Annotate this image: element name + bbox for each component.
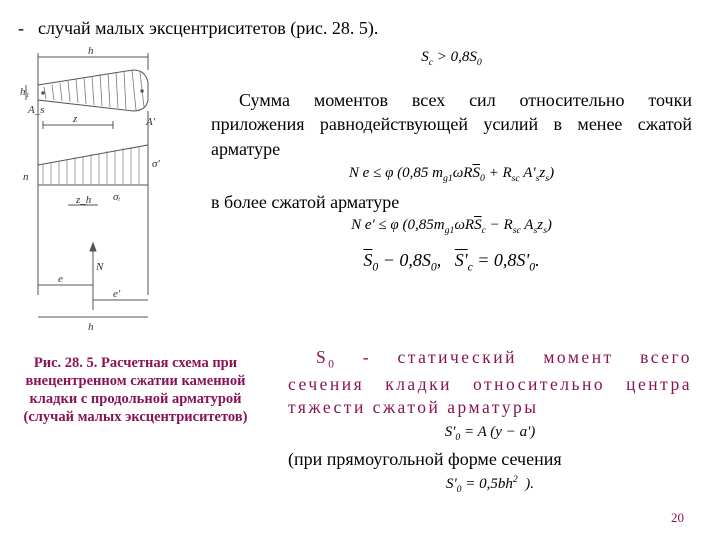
paragraph-1: Сумма моментов всех сил относительно точ…	[211, 88, 692, 161]
equation-4: S'0 = A (y − a')	[288, 424, 692, 443]
equation-2: N e' ≤ φ (0,85mg1ωRSc − Rsc Aszs)	[211, 217, 692, 236]
equation-1: N e ≤ φ (0,85 mg1ωRS0 + Rsc A'szs)	[211, 165, 692, 184]
svg-text:A': A'	[145, 116, 156, 128]
page-number: 20	[671, 510, 684, 526]
paragraph-2: в более сжатой арматуре	[211, 192, 692, 213]
equation-condition: Sc > 0,8S0	[211, 49, 692, 68]
list-dash: -	[18, 18, 38, 39]
svg-text:h: h	[88, 45, 94, 57]
svg-text:h: h	[88, 321, 94, 333]
svg-text:A_s: A_s	[27, 104, 45, 116]
svg-text:z: z	[72, 113, 78, 125]
equation-3: S0 − 0,8S0, S'c = 0,8S'0.	[211, 250, 692, 274]
equation-5: S'0 = 0,5bh2 ).	[288, 474, 692, 495]
svg-text:N: N	[95, 261, 104, 273]
figure-diagram: h h₁ A_s A' z n z_h σᵢ σ' e e' N h	[18, 45, 193, 340]
svg-text:e': e'	[113, 288, 121, 300]
svg-text:z_h: z_h	[75, 194, 92, 206]
svg-text:σ': σ'	[152, 158, 160, 170]
figure-caption: Рис. 28. 5. Расчетная схема при внецентр…	[18, 354, 253, 427]
definition-S0: S0 - статический момент всего сечения кл…	[288, 346, 692, 420]
title-line: случай малых эксцентриситетов (рис. 28. …	[38, 18, 378, 39]
svg-text:n: n	[23, 171, 29, 183]
svg-text:e: e	[58, 273, 63, 285]
svg-text:h₁: h₁	[20, 86, 30, 98]
tail-text: (при прямоугольной форме сечения	[288, 449, 692, 470]
svg-text:σᵢ: σᵢ	[113, 191, 120, 203]
